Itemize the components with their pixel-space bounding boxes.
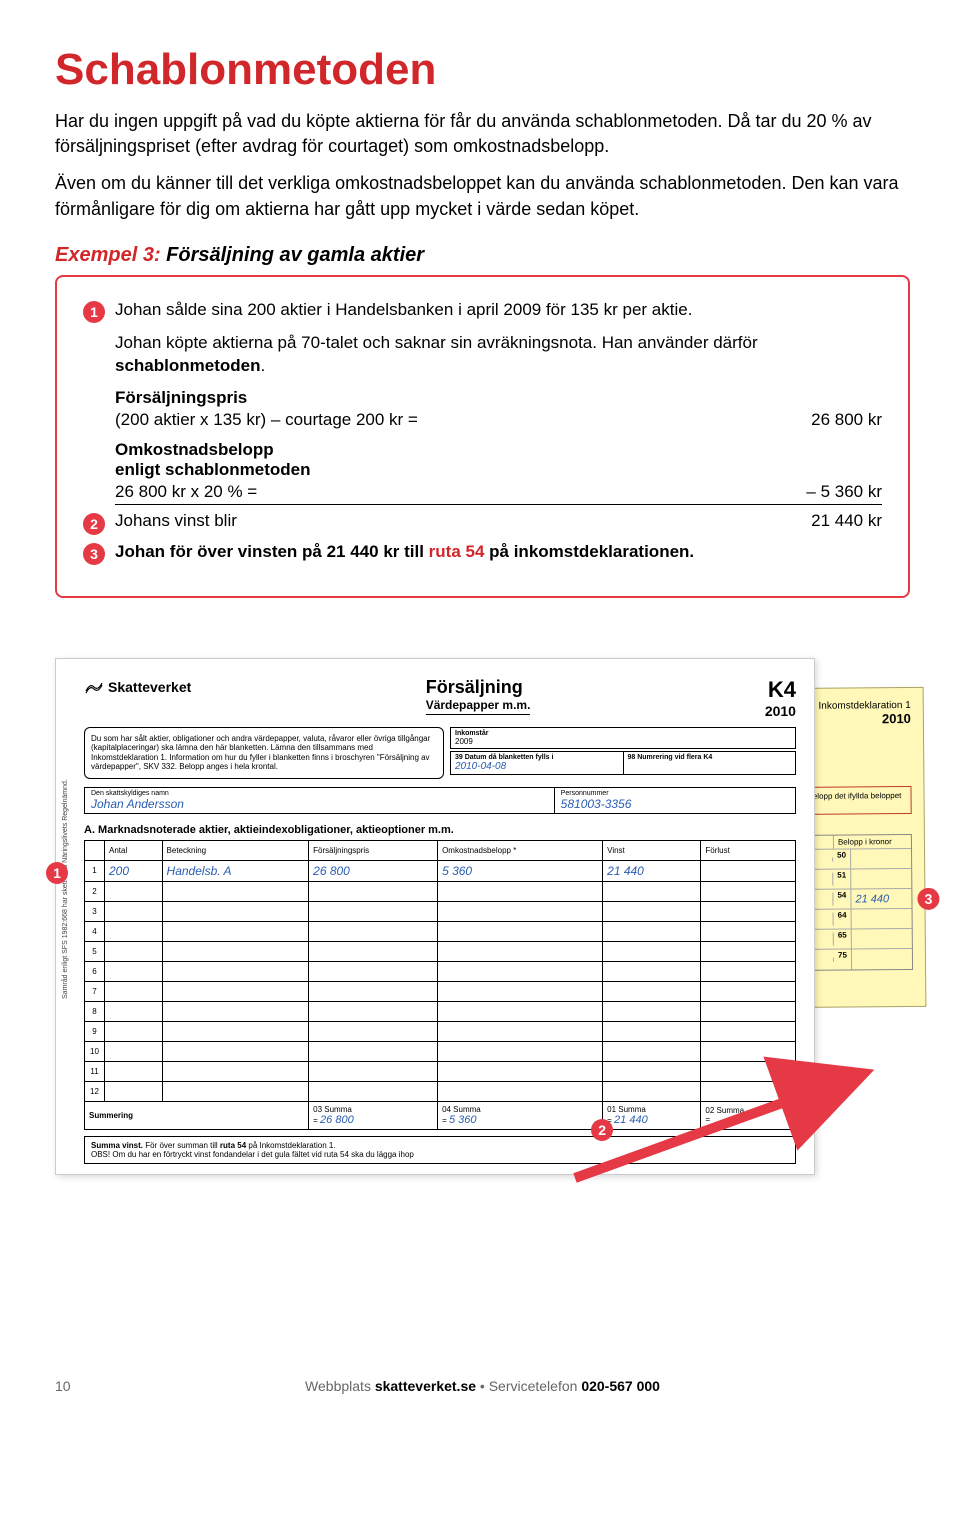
k4-table-row-10: 10	[85, 1041, 796, 1061]
page-number: 10	[55, 1378, 71, 1394]
k4-table-row-4: 4	[85, 921, 796, 941]
calc-cost-label-b: enligt schablonmetoden	[115, 460, 882, 480]
k4-table-header-row: Antal Beteckning Försäljningspris Omkost…	[85, 840, 796, 860]
k4-cell-numrering: 98 Numrering vid flera K4	[624, 752, 796, 774]
skatteverket-logo: Skatteverket	[84, 677, 191, 697]
k4-side-text: Samråd enligt SFS 1982:668 har skett med…	[62, 779, 69, 999]
k4-table-row-6: 6	[85, 961, 796, 981]
skatteverket-logo-icon	[84, 677, 104, 697]
example-heading-prefix: Exempel 3:	[55, 244, 161, 266]
calc-cost: Omkostnadsbelopp enligt schablonmetoden …	[115, 440, 882, 505]
circle-2-icon: 2	[83, 513, 105, 535]
intro-p2: Även om du känner till det verkliga omko…	[55, 171, 910, 221]
k4-table-row-5: 5	[85, 941, 796, 961]
k4-title: Försäljning	[426, 677, 531, 698]
k4-footnote: Summa vinst. För över summan till ruta 5…	[84, 1136, 796, 1164]
example-item-1-text: Johan sålde sina 200 aktier i Handelsban…	[115, 299, 882, 322]
example-heading: Exempel 3: Försäljning av gamla aktier	[55, 244, 910, 267]
k4-header: Skatteverket Försäljning Värdepapper m.m…	[84, 677, 796, 719]
k4-code-block: K4 2010	[765, 677, 796, 719]
intro-block: Har du ingen uppgift på vad du köpte akt…	[55, 109, 910, 222]
calc-cost-label-a: Omkostnadsbelopp	[115, 440, 882, 460]
circle-2-k4-icon: 2	[591, 1119, 613, 1141]
circle-1-icon: 1	[83, 301, 105, 323]
k4-table-sum-row: Summering 03 Summa= 26 800 04 Summa= 5 3…	[85, 1101, 796, 1129]
k4-table-row-12: 12	[85, 1081, 796, 1101]
example-item-3: 3 Johan för över vinsten på 21 440 kr ti…	[83, 541, 882, 564]
k4-section-a-header: A. Marknadsnoterade aktier, aktieindexob…	[84, 824, 796, 836]
example-item-1: 1 Johan sålde sina 200 aktier i Handelsb…	[83, 299, 882, 322]
circle-3-yellow-icon: 3	[917, 887, 939, 909]
forms-area: Inkomstdeklaration 1 eklaration 12009 20…	[55, 658, 910, 1358]
example-item-1b-text: Johan köpte aktierna på 70-talet och sak…	[115, 332, 882, 378]
example-box: 1 Johan sålde sina 200 aktier i Handelsb…	[55, 275, 910, 598]
example-heading-rest: Försäljning av gamla aktier	[161, 244, 424, 266]
yellow-year: 2010	[882, 710, 911, 737]
circle-1-k4-icon: 1	[46, 862, 68, 884]
example-item-1b: Johan köpte aktierna på 70-talet och sak…	[83, 332, 882, 378]
k4-table: Antal Beteckning Försäljningspris Omkost…	[84, 840, 796, 1130]
intro-p1: Har du ingen uppgift på vad du köpte akt…	[55, 109, 910, 159]
k4-info-text: Du som har sålt aktier, obligationer och…	[84, 727, 444, 779]
k4-cell-inkomstar: Inkomstår 2009	[451, 728, 795, 748]
page-footer: 10 Webbplats skatteverket.se • Servicete…	[55, 1358, 910, 1394]
k4-subtitle: Värdepapper m.m.	[426, 698, 531, 715]
k4-table-row-7: 7	[85, 981, 796, 1001]
k4-pnr-cell: Personnummer 581003-3356	[555, 788, 795, 813]
k4-name-bar: Den skattskyldiges namn Johan Andersson …	[84, 787, 796, 814]
example-item-2-label: Johans vinst blir	[115, 511, 237, 531]
footer-text: Webbplats skatteverket.se • Servicetelef…	[55, 1378, 910, 1394]
k4-table-row-1: 1 200 Handelsb. A 26 800 5 360 21 440	[85, 860, 796, 881]
example-item-2-value: 21 440 kr	[811, 511, 882, 531]
k4-table-row-2: 2	[85, 881, 796, 901]
example-item-2: 2 Johans vinst blir 21 440 kr	[83, 511, 882, 531]
k4-info-row: Du som har sålt aktier, obligationer och…	[84, 727, 796, 779]
page-title: Schablonmetoden	[55, 45, 910, 95]
circle-3-icon: 3	[83, 543, 105, 565]
calc-sale: Försäljningspris (200 aktier x 135 kr) –…	[115, 388, 882, 430]
k4-form: Samråd enligt SFS 1982:668 har skett med…	[55, 658, 815, 1175]
k4-table-row-8: 8	[85, 1001, 796, 1021]
k4-table-row-9: 9	[85, 1021, 796, 1041]
calc-sale-line: (200 aktier x 135 kr) – courtage 200 kr …	[115, 410, 882, 430]
k4-cell-datum: 39 Datum då blanketten fylls i 2010-04-0…	[451, 752, 624, 774]
calc-sale-label: Försäljningspris	[115, 388, 882, 408]
k4-table-row-3: 3	[85, 901, 796, 921]
calc-cost-line: 26 800 kr x 20 % = – 5 360 kr	[115, 482, 882, 505]
k4-name-cell: Den skattskyldiges namn Johan Andersson	[85, 788, 555, 813]
example-item-3-text: Johan för över vinsten på 21 440 kr till…	[115, 541, 882, 564]
k4-table-row-11: 11	[85, 1061, 796, 1081]
page-root: Schablonmetoden Har du ingen uppgift på …	[0, 0, 960, 1414]
